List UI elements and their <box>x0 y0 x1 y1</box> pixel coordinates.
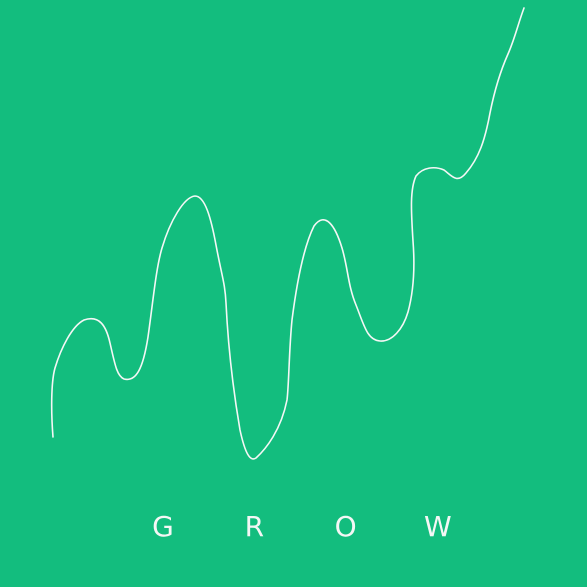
brand-letter-r: R <box>244 509 265 543</box>
brand-letter-w: W <box>423 509 452 543</box>
growth-line-icon <box>50 7 525 460</box>
brand-wordmark: G R O W <box>150 506 452 546</box>
brand-letter-g: G <box>152 509 174 543</box>
brand-letter-o: O <box>334 509 357 543</box>
